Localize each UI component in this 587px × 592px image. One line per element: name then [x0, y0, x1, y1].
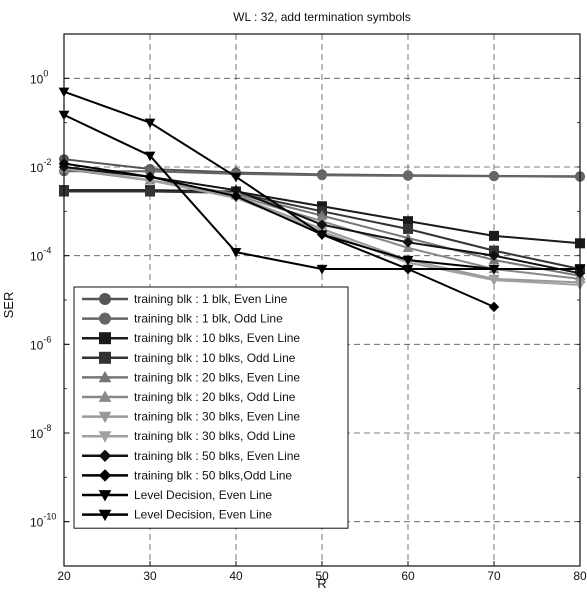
legend-item: training blk : 20 blks, Odd Line [82, 390, 296, 404]
data-point [145, 186, 155, 197]
legend-label: training blk : 20 blks, Even Line [134, 370, 300, 384]
x-axis-label: R [317, 576, 326, 591]
data-point [403, 223, 413, 234]
legend-swatch-marker [99, 312, 111, 325]
legend-swatch-marker [98, 370, 112, 383]
legend-label: training blk : 1 blk, Odd Line [134, 312, 283, 326]
legend-item: Level Decision, Even Line [82, 508, 272, 522]
legend-label: Level Decision, Even Line [134, 508, 272, 522]
legend-label: training blk : 1 blk, Even Line [134, 292, 288, 306]
legend-label: training blk : 10 blks, Odd Line [134, 351, 296, 365]
data-point [488, 276, 500, 286]
x-ticks: 20 30 40 50 60 70 80 [57, 561, 587, 583]
x-tick-label: 50 [315, 569, 329, 583]
legend-swatch-marker [98, 411, 112, 424]
y-tick-label: 10-4 [30, 246, 51, 264]
legend-item: training blk : 10 blks, Even Line [82, 331, 300, 345]
legend-label: training blk : 50 blks, Even Line [134, 449, 300, 463]
legend-swatch-marker [98, 390, 112, 402]
data-point [144, 118, 156, 129]
legend-box [73, 286, 349, 529]
legend-item: training blk : 30 blks, Odd Line [82, 429, 296, 443]
x-tick-label: 40 [229, 569, 243, 583]
data-point [402, 255, 414, 266]
legend-label: training blk : 30 blks, Even Line [134, 410, 300, 424]
legend: training blk : 1 blk, Even Line training … [73, 286, 349, 529]
legend-item: training blk : 10 blks, Odd Line [82, 351, 296, 365]
data-point [402, 237, 414, 248]
x-tick-label: 80 [573, 569, 587, 583]
y-axis-label: SER [1, 292, 16, 319]
x-tick-label: 30 [143, 569, 157, 583]
legend-swatch-marker [99, 293, 111, 305]
legend-item: training blk : 30 blks, Even Line [82, 410, 300, 424]
y-tick-label: 10-8 [30, 423, 51, 441]
x-tick-label: 20 [57, 569, 71, 583]
legend-label: training blk : 10 blks, Even Line [134, 331, 300, 345]
x-tick-label: 70 [487, 569, 501, 583]
data-point [403, 170, 413, 181]
legend-swatch-marker [99, 351, 111, 364]
legend-item: Level Decision, Even Line [82, 488, 272, 502]
data-point [489, 230, 499, 241]
y-ticks: 100 10-2 10-4 10-6 10-8 10-10 [30, 33, 580, 567]
legend-swatch-marker [98, 469, 112, 482]
data-point [489, 171, 499, 182]
legend-label: Level Decision, Even Line [134, 488, 272, 502]
data-point [488, 264, 500, 275]
data-point [316, 219, 328, 230]
data-point [144, 151, 156, 162]
y-tick-label: 100 [30, 68, 48, 86]
legend-swatch-marker [99, 332, 111, 345]
y-tick-label: 10-2 [30, 157, 51, 175]
legend-swatch-marker [98, 431, 112, 443]
legend-swatch-marker [98, 490, 112, 502]
legend-label: training blk : 20 blks, Odd Line [134, 390, 296, 404]
legend-item: training blk : 20 blks, Even Line [82, 370, 300, 384]
x-tick-label: 60 [401, 569, 415, 583]
data-point [316, 230, 328, 241]
data-point [402, 264, 414, 275]
series-line [63, 162, 495, 308]
legend-item: training blk : 1 blk, Even Line [82, 292, 288, 306]
legend-item: training blk : 1 blk, Odd Line [82, 312, 283, 326]
legend-swatch-marker [98, 449, 112, 463]
data-point [144, 171, 156, 183]
data-point [317, 170, 327, 181]
data-point [230, 248, 242, 258]
data-point [230, 172, 242, 183]
legend-label: training blk : 30 blks, Odd Line [134, 429, 296, 443]
legend-item: training blk : 50 blks, Even Line [82, 449, 300, 463]
data-point [488, 250, 500, 261]
data-point [316, 264, 328, 275]
legend-swatch-marker [98, 509, 112, 522]
chart-title: WL : 32, add termination symbols [233, 10, 411, 24]
y-tick-label: 10-6 [30, 334, 51, 352]
legend-item: training blk : 50 blks,Odd Line [82, 468, 292, 482]
y-tick-label: 10-10 [30, 512, 56, 530]
data-point [230, 190, 242, 202]
data-point [488, 301, 500, 313]
legend-label: training blk : 50 blks,Odd Line [134, 468, 292, 482]
